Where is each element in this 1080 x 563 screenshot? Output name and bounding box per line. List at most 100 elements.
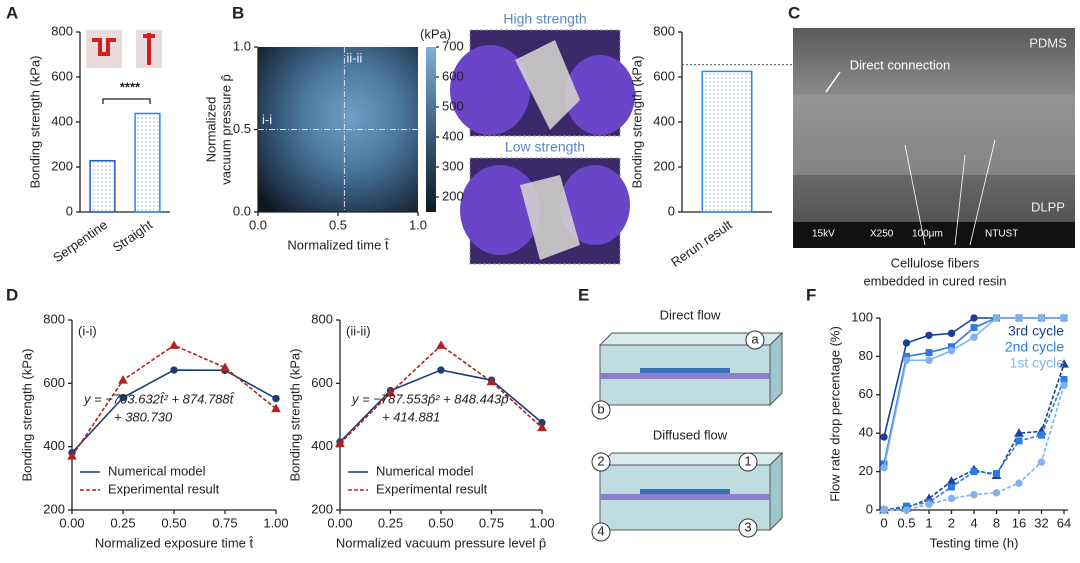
- legend-label: Experimental result: [108, 481, 220, 496]
- legend-label: 2nd cycle: [1005, 339, 1064, 355]
- y-tick-label: 800: [653, 23, 675, 38]
- pointer: [904, 139, 996, 246]
- marker: [947, 329, 956, 338]
- port-label: 1: [744, 453, 751, 468]
- equation: y = −703.632t̂² + 874.788t̂: [83, 391, 235, 406]
- marker: [1060, 381, 1068, 389]
- marker: [335, 438, 345, 447]
- y-tick-label: 800: [43, 311, 65, 326]
- sem-label: Direct connection: [850, 57, 950, 72]
- sem-caption: Cellulose fibers: [891, 255, 980, 270]
- legend-label: 1st cycle: [1010, 355, 1065, 371]
- legend-label: 3rd cycle: [1008, 323, 1064, 339]
- panel-label: A: [6, 3, 18, 22]
- sem-info: 100μm: [912, 229, 943, 240]
- x-tick-label: 32: [1034, 515, 1048, 530]
- equation: y = −787.553p̂² + 848.443p̂: [351, 391, 509, 406]
- x-tick-label: 0.25: [110, 515, 135, 530]
- diagram-title: Direct flow: [660, 307, 721, 322]
- y-tick-label: 0.5: [233, 121, 251, 136]
- marker: [169, 340, 179, 349]
- channel: [92, 38, 116, 56]
- y-tick-label: 60: [859, 386, 873, 401]
- marker: [970, 490, 978, 499]
- significance-bracket: [102, 98, 151, 104]
- y-tick-label: 400: [653, 113, 675, 128]
- marker: [1060, 314, 1068, 322]
- membrane: [600, 494, 770, 500]
- x-tick-label: 1.00: [529, 515, 554, 530]
- panel-label: D: [6, 285, 18, 304]
- marker: [271, 403, 281, 413]
- x-tick-label: Rerun result: [668, 217, 735, 270]
- y-tick-label: 80: [859, 348, 873, 363]
- y-axis-label: Bonding strength (kPa): [287, 349, 302, 482]
- marker: [1037, 458, 1046, 466]
- sem-label: DLPP: [1031, 199, 1065, 214]
- sem-caption: embedded in cured resin: [863, 273, 1006, 288]
- marker: [970, 324, 978, 332]
- marker: [1015, 437, 1023, 445]
- sem-info: 15kV: [812, 229, 835, 240]
- panel-label: F: [806, 285, 816, 304]
- panel-sublabel: (ii-ii): [346, 323, 371, 338]
- colorbar-tick-label: 500: [442, 98, 464, 113]
- port-label: 3: [744, 519, 751, 534]
- panel-sublabel: (i-i): [78, 323, 97, 338]
- marker: [880, 433, 888, 441]
- device-side: [769, 331, 783, 407]
- y-tick-label: 800: [311, 311, 333, 326]
- y-tick-label: 400: [311, 438, 333, 453]
- marker: [1015, 314, 1023, 322]
- x-tick-label: 0.5: [329, 217, 347, 232]
- x-tick-label: Serpentine: [50, 217, 110, 265]
- marker: [992, 314, 1001, 322]
- y-tick-label: 0.0: [233, 203, 251, 218]
- section-label: i-i: [262, 112, 272, 127]
- colorbar-label: (kPa): [420, 26, 451, 41]
- section-label: ii-ii: [346, 50, 362, 65]
- sample: [520, 175, 580, 260]
- x-tick-label: 0: [880, 515, 887, 530]
- x-tick-label: 0.50: [428, 515, 453, 530]
- membrane: [600, 373, 770, 379]
- marker: [925, 500, 933, 508]
- glove: [460, 165, 540, 255]
- sample: [515, 40, 580, 130]
- marker: [947, 494, 956, 503]
- x-tick-label: 1.00: [263, 515, 288, 530]
- marker: [1038, 431, 1045, 439]
- significance: ****: [120, 80, 141, 95]
- sem-info: X250: [870, 229, 894, 240]
- marker: [437, 366, 445, 374]
- ports: [591, 330, 765, 542]
- colorbar-tick-label: 200: [442, 188, 464, 203]
- channel: [640, 368, 730, 373]
- y-axis-label: vacuum pressure p̂: [218, 74, 233, 185]
- colorbar: [426, 47, 436, 212]
- marker: [947, 346, 956, 355]
- y-tick-label: 600: [43, 375, 65, 390]
- glove: [565, 55, 635, 135]
- panel-label: C: [788, 3, 800, 22]
- marker: [970, 333, 978, 341]
- channel: [640, 489, 730, 494]
- marker: [436, 340, 446, 349]
- port-label: b: [597, 401, 604, 416]
- legend-label: Numerical model: [108, 463, 206, 478]
- marker: [1037, 314, 1046, 322]
- marker: [1014, 428, 1024, 437]
- x-tick-label: 0.00: [327, 515, 352, 530]
- series-line: [883, 379, 1065, 511]
- x-tick-label: 1.0: [409, 217, 427, 232]
- y-axis-label: Flow rate drop percentage (%): [827, 326, 842, 502]
- glove: [450, 45, 530, 135]
- arrow: [825, 71, 841, 93]
- x-tick-label: 4: [970, 515, 977, 530]
- y-axis-label: Bonding strength (kPa): [19, 349, 34, 482]
- sem-info-bar: [793, 222, 1075, 248]
- y-tick-label: 200: [311, 501, 333, 516]
- y-axis-label: Bonding strength (kPa): [629, 56, 644, 189]
- marker: [970, 468, 978, 476]
- marker: [902, 339, 911, 347]
